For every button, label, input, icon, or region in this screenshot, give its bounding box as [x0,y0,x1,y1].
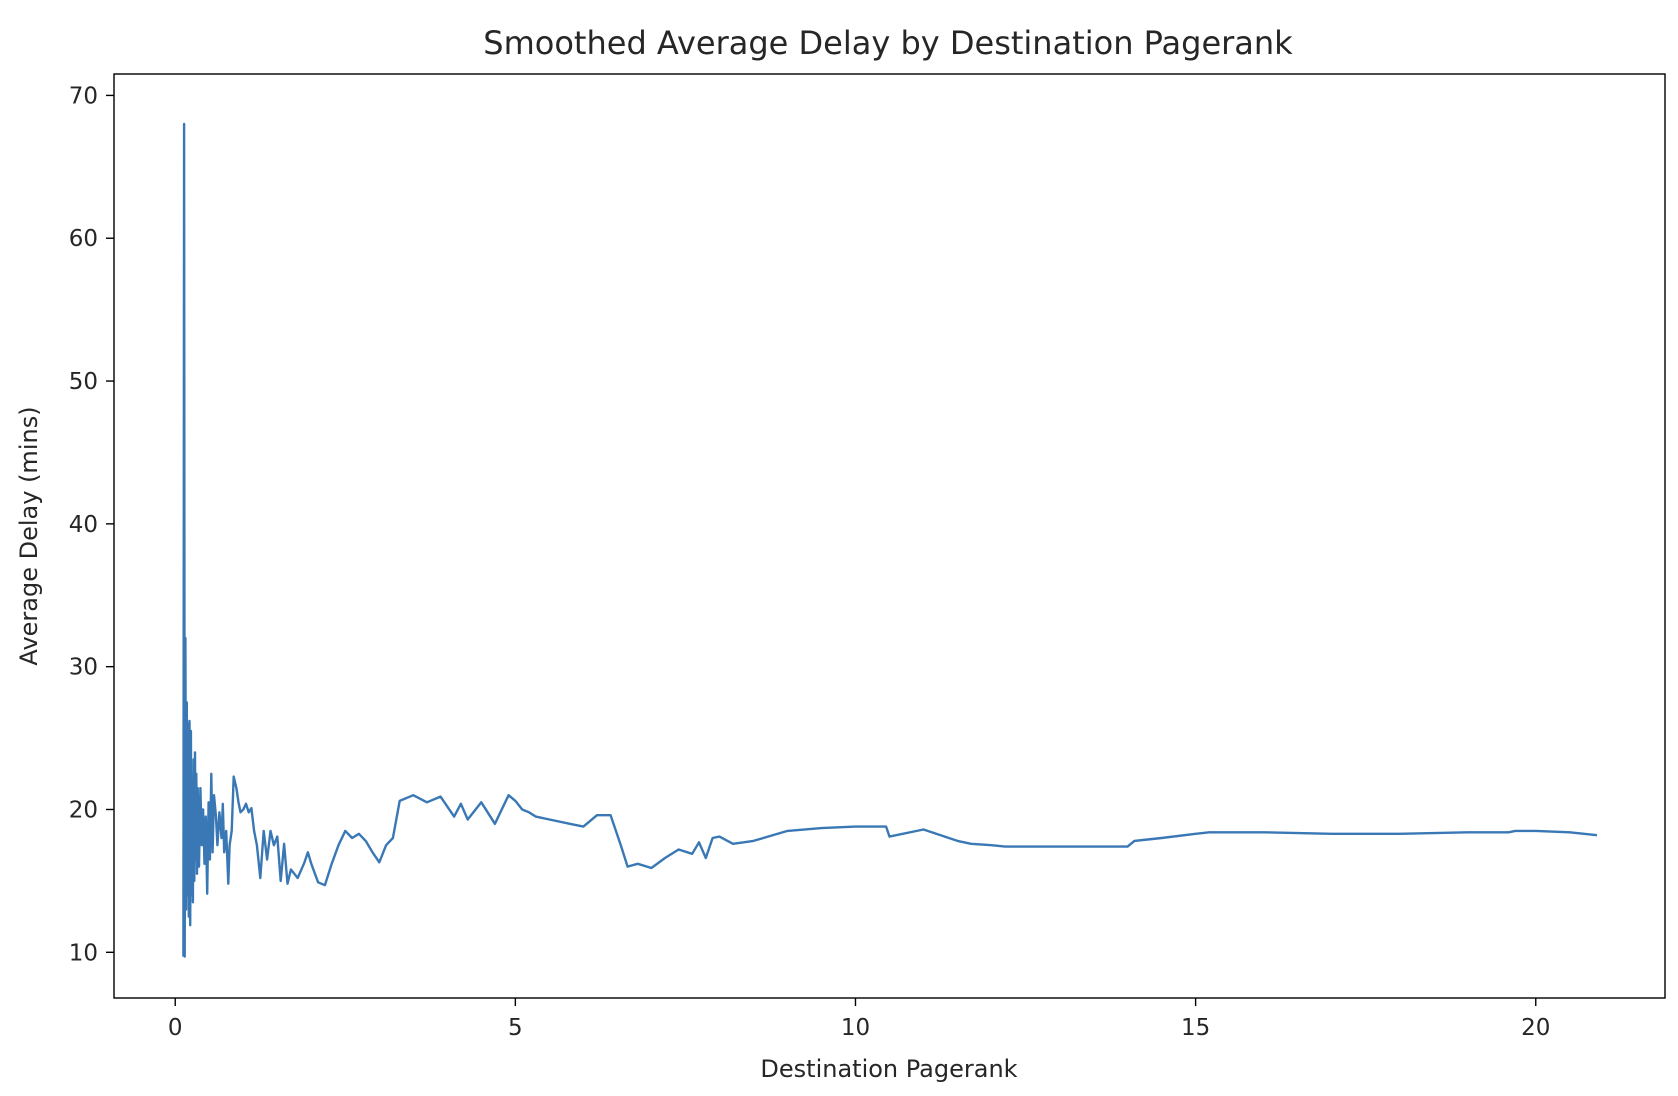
x-tick-label: 10 [841,1015,870,1041]
y-tick-label: 40 [69,512,98,538]
plot-frame [113,73,1666,999]
y-tick-label: 10 [69,940,98,966]
x-tick-label: 0 [168,1015,183,1041]
x-axis: 0 5 10 15 20 [168,998,1550,1041]
y-tick-label: 50 [69,369,98,395]
x-tick-label: 15 [1181,1015,1210,1041]
y-tick-label: 20 [69,797,98,823]
x-tick-label: 5 [508,1015,523,1041]
y-axis: 10 20 30 40 50 60 70 [69,83,114,966]
y-tick-label: 30 [69,655,98,681]
x-axis-label: Destination Pagerank [760,1055,1017,1083]
x-tick-label: 20 [1521,1015,1550,1041]
y-tick-label: 70 [69,83,98,109]
series-line [182,122,1598,958]
chart-title: Smoothed Average Delay by Destination Pa… [483,24,1293,62]
y-axis-label: Average Delay (mins) [15,406,43,665]
y-tick-label: 60 [69,226,98,252]
